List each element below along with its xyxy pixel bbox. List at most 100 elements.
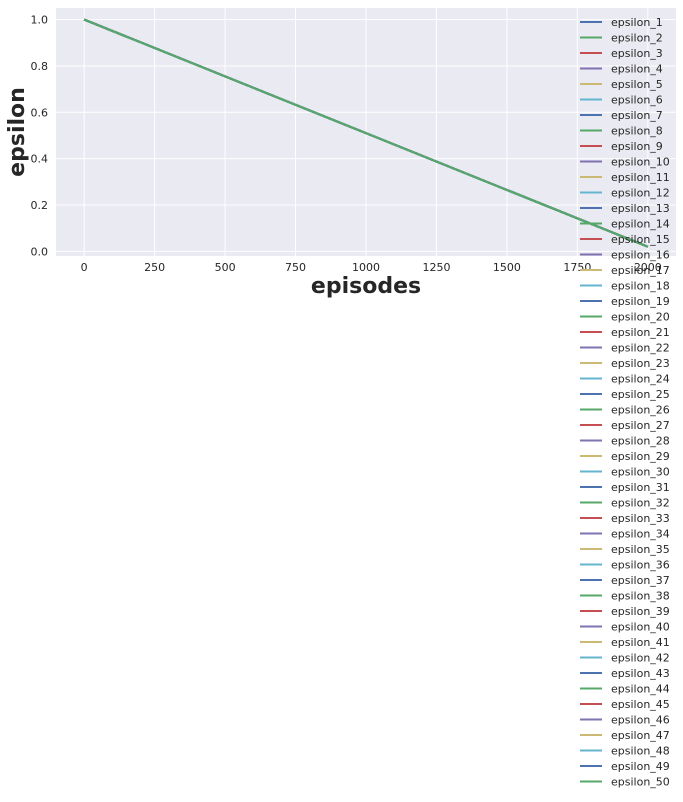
legend-item: epsilon_43 xyxy=(580,667,670,680)
x-axis-label: episodes xyxy=(311,274,421,299)
legend-label: epsilon_39 xyxy=(611,605,670,618)
legend-item: epsilon_6 xyxy=(580,94,663,107)
legend-label: epsilon_26 xyxy=(611,404,670,417)
legend-label: epsilon_11 xyxy=(611,171,670,184)
legend-item: epsilon_10 xyxy=(580,156,670,169)
legend-item: epsilon_34 xyxy=(580,528,670,541)
legend-label: epsilon_15 xyxy=(611,233,670,246)
legend-label: epsilon_16 xyxy=(611,249,670,262)
legend-label: epsilon_42 xyxy=(611,652,670,665)
legend-label: epsilon_31 xyxy=(611,481,670,494)
x-tick-label: 1500 xyxy=(493,261,521,274)
legend-item: epsilon_24 xyxy=(580,373,670,386)
legend: epsilon_1 epsilon_2 epsilon_3 epsilon_4epsi… xyxy=(580,16,670,789)
legend-item: epsilon_36 xyxy=(580,559,670,572)
legend-item: epsilon_47 xyxy=(580,729,670,742)
legend-item: epsilon_45 xyxy=(580,698,670,711)
legend-label: epsilon_14 xyxy=(611,218,670,231)
legend-label: epsilon_21 xyxy=(611,326,670,339)
legend-item: epsilon_2 xyxy=(580,32,663,45)
legend-item: epsilon_44 xyxy=(580,683,670,696)
legend-item: epsilon_33 xyxy=(580,512,670,525)
legend-item: epsilon_48 xyxy=(580,745,670,758)
legend-label: epsilon_41 xyxy=(611,636,670,649)
legend-label: epsilon_35 xyxy=(611,543,670,556)
y-tick-label: 0.6 xyxy=(31,106,49,119)
legend-item: epsilon_13 xyxy=(580,202,670,215)
legend-label: epsilon_19 xyxy=(611,295,670,308)
legend-item: epsilon_14 xyxy=(580,218,670,231)
legend-item: epsilon_17 xyxy=(580,264,670,277)
legend-item: epsilon_50 xyxy=(580,776,670,789)
legend-item: epsilon_27 xyxy=(580,419,670,432)
series-line-epsilon_50 xyxy=(83,18,649,248)
legend-label: epsilon_24 xyxy=(611,373,670,386)
legend-item: epsilon_40 xyxy=(580,621,670,634)
legend-label: epsilon_44 xyxy=(611,683,670,696)
y-tick-label: 1.0 xyxy=(31,14,49,27)
legend-item: epsilon_37 xyxy=(580,574,670,587)
legend-label: epsilon_4 xyxy=(611,63,663,76)
legend-item: epsilon_25 xyxy=(580,388,670,401)
legend-label: epsilon_40 xyxy=(611,621,670,634)
y-tick-labels: 0.0 0.2 0.4 0.6 0.8 1.0 xyxy=(31,14,49,259)
legend-item: epsilon_4 xyxy=(580,63,663,76)
legend-item: epsilon_35 xyxy=(580,543,670,556)
legend-label: epsilon_20 xyxy=(611,311,670,324)
x-tick-label: 2000 xyxy=(634,261,662,274)
legend-label: epsilon_29 xyxy=(611,450,670,463)
legend-item: epsilon_46 xyxy=(580,714,670,727)
legend-item: epsilon_23 xyxy=(580,357,670,370)
series-lines xyxy=(83,18,649,248)
legend-item: epsilon_20 xyxy=(580,311,670,324)
legend-item: epsilon_15 xyxy=(580,233,670,246)
legend-label: epsilon_46 xyxy=(611,714,670,727)
legend-label: epsilon_12 xyxy=(611,187,670,200)
legend-item: epsilon_11 xyxy=(580,171,670,184)
legend-item: epsilon_16 xyxy=(580,249,670,262)
legend-item: epsilon_1 xyxy=(580,16,663,29)
legend-label: epsilon_10 xyxy=(611,156,670,169)
legend-item: epsilon_19 xyxy=(580,295,670,308)
x-tick-label: 1750 xyxy=(563,261,591,274)
y-tick-label: 0.2 xyxy=(31,199,49,212)
y-axis-label: epsilon xyxy=(5,87,30,177)
legend-label: epsilon_13 xyxy=(611,202,670,215)
y-tick-label: 0.4 xyxy=(31,153,49,166)
legend-item: epsilon_41 xyxy=(580,636,670,649)
legend-item: epsilon_5 xyxy=(580,78,663,91)
x-tick-label: 500 xyxy=(215,261,236,274)
x-tick-label: 0 xyxy=(81,261,88,274)
legend-label: epsilon_27 xyxy=(611,419,670,432)
legend-item: epsilon_32 xyxy=(580,497,670,510)
legend-item: epsilon_9 xyxy=(580,140,663,153)
x-tick-label: 250 xyxy=(144,261,165,274)
legend-label: epsilon_43 xyxy=(611,667,670,680)
legend-label: epsilon_18 xyxy=(611,280,670,293)
legend-label: epsilon_28 xyxy=(611,435,670,448)
legend-item: epsilon_21 xyxy=(580,326,670,339)
legend-label: epsilon_50 xyxy=(611,776,670,789)
y-tick-label: 0.8 xyxy=(31,60,49,73)
legend-label: epsilon_8 xyxy=(611,125,663,138)
legend-item: epsilon_18 xyxy=(580,280,670,293)
legend-label: epsilon_47 xyxy=(611,729,670,742)
legend-label: epsilon_6 xyxy=(611,94,663,107)
legend-item: epsilon_30 xyxy=(580,466,670,479)
legend-item: epsilon_22 xyxy=(580,342,670,355)
legend-label: epsilon_32 xyxy=(611,497,670,510)
legend-item: epsilon_42 xyxy=(580,652,670,665)
legend-item: epsilon_12 xyxy=(580,187,670,200)
legend-label: epsilon_34 xyxy=(611,528,670,541)
legend-label: epsilon_7 xyxy=(611,109,663,122)
legend-item: epsilon_28 xyxy=(580,435,670,448)
legend-item: epsilon_3 xyxy=(580,47,663,60)
legend-item: epsilon_7 xyxy=(580,109,663,122)
legend-item: epsilon_49 xyxy=(580,760,670,773)
legend-label: epsilon_49 xyxy=(611,760,670,773)
legend-label: epsilon_33 xyxy=(611,512,670,525)
legend-label: epsilon_22 xyxy=(611,342,670,355)
legend-label: epsilon_48 xyxy=(611,745,670,758)
y-tick-label: 0.0 xyxy=(31,245,49,258)
